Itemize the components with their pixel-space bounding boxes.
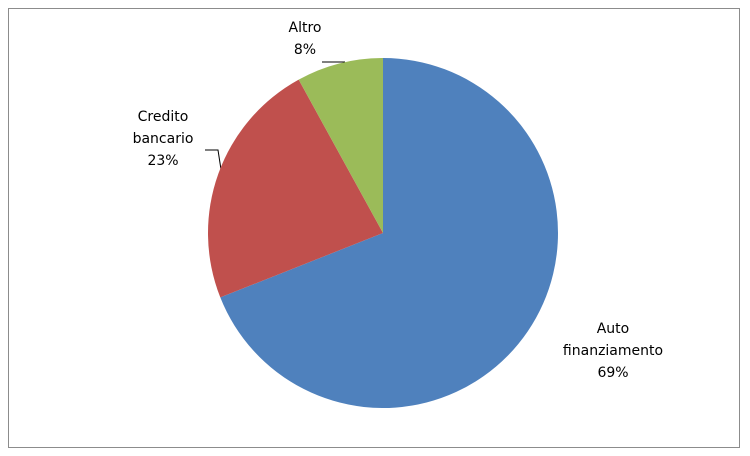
data-label: Auto finanziamento 69%	[553, 318, 673, 384]
percent-label: 69%	[597, 365, 629, 381]
leader-line	[205, 149, 223, 177]
category-label: Altro	[288, 20, 322, 36]
percent-label: 23%	[147, 153, 179, 169]
pie-slice	[220, 58, 559, 408]
pie-slice	[298, 58, 383, 233]
chart-area	[8, 8, 740, 448]
data-label: Altro 8%	[275, 17, 335, 61]
category-label: Credito bancario	[132, 109, 194, 147]
category-label: Auto finanziamento	[562, 321, 664, 359]
pie-slice	[208, 79, 383, 298]
data-label: Credito bancario 23%	[113, 106, 213, 172]
percent-label: 8%	[293, 42, 317, 58]
